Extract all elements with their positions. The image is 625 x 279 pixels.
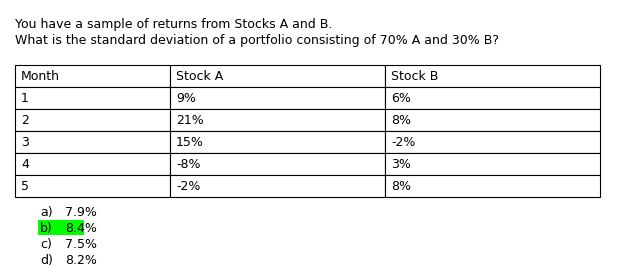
Bar xyxy=(385,175,600,197)
Text: 8%: 8% xyxy=(391,179,411,193)
Text: d): d) xyxy=(40,254,53,267)
Bar xyxy=(38,220,84,235)
Text: Stock B: Stock B xyxy=(391,69,438,83)
Text: 8.2%: 8.2% xyxy=(65,254,97,267)
Text: Month: Month xyxy=(21,69,60,83)
Bar xyxy=(170,131,385,153)
Text: 7.9%: 7.9% xyxy=(65,206,97,219)
Text: 3%: 3% xyxy=(391,158,411,170)
Text: What is the standard deviation of a portfolio consisting of 70% A and 30% B?: What is the standard deviation of a port… xyxy=(15,34,499,47)
Text: 8.4%: 8.4% xyxy=(65,222,97,235)
Bar xyxy=(170,109,385,131)
Text: -2%: -2% xyxy=(176,179,201,193)
Bar xyxy=(15,87,170,109)
Bar xyxy=(385,65,600,87)
Bar xyxy=(385,153,600,175)
Bar xyxy=(385,87,600,109)
Text: 1: 1 xyxy=(21,92,29,105)
Text: -8%: -8% xyxy=(176,158,201,170)
Text: 2: 2 xyxy=(21,114,29,126)
Text: Stock A: Stock A xyxy=(176,69,223,83)
Text: 6%: 6% xyxy=(391,92,411,105)
Text: -2%: -2% xyxy=(391,136,416,148)
Text: 3: 3 xyxy=(21,136,29,148)
Bar xyxy=(15,131,170,153)
Text: c): c) xyxy=(40,238,52,251)
Bar xyxy=(15,153,170,175)
Text: 5: 5 xyxy=(21,179,29,193)
Bar xyxy=(170,175,385,197)
Bar xyxy=(385,109,600,131)
Text: 4: 4 xyxy=(21,158,29,170)
Bar xyxy=(170,65,385,87)
Text: You have a sample of returns from Stocks A and B.: You have a sample of returns from Stocks… xyxy=(15,18,332,31)
Text: 9%: 9% xyxy=(176,92,196,105)
Text: 15%: 15% xyxy=(176,136,204,148)
Bar xyxy=(15,175,170,197)
Text: 21%: 21% xyxy=(176,114,204,126)
Bar xyxy=(385,131,600,153)
Bar xyxy=(15,65,170,87)
Text: b): b) xyxy=(40,222,52,235)
Bar xyxy=(15,109,170,131)
Text: 7.5%: 7.5% xyxy=(65,238,97,251)
Text: a): a) xyxy=(40,206,52,219)
Text: 8%: 8% xyxy=(391,114,411,126)
Bar xyxy=(170,87,385,109)
Bar xyxy=(170,153,385,175)
